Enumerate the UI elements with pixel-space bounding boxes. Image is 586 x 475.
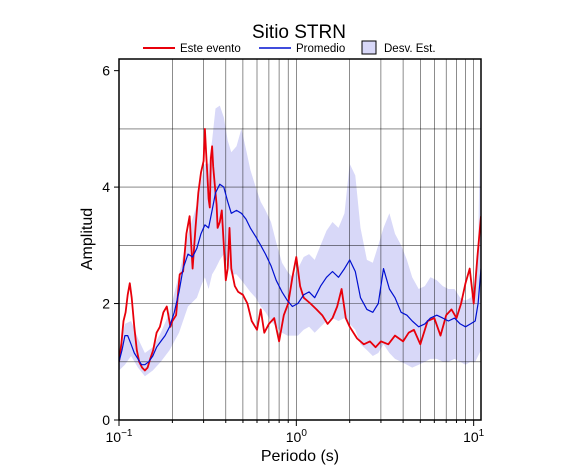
- legend-label-promedio: Promedio: [296, 43, 345, 55]
- series-line-este-evento: [119, 127, 481, 372]
- legend: Este evento Promedio Desv. Est.: [143, 40, 436, 55]
- legend-label-este-evento: Este evento: [180, 43, 241, 55]
- std-dev-band: [119, 70, 481, 377]
- legend-swatch-desv-est: [361, 40, 377, 55]
- tick-layer: 0 2 4 6 10−1 100 101: [102, 63, 484, 445]
- x-tick-label: 100: [286, 428, 308, 445]
- y-tick-label: 2: [102, 296, 110, 312]
- y-axis-label: Amplitud: [79, 208, 96, 270]
- chart-title: Sitio STRN: [252, 22, 346, 43]
- series-line-promedio: [119, 183, 481, 366]
- x-axis-label: Periodo (s): [261, 448, 339, 465]
- plot-frame: [118, 58, 482, 421]
- grid-layer: [119, 59, 481, 420]
- y-tick-label: 4: [102, 179, 110, 195]
- std-dev-band-layer: [119, 70, 481, 377]
- series-layer: [119, 127, 481, 372]
- legend-label-desv-est: Desv. Est.: [384, 43, 436, 55]
- y-tick-label: 6: [102, 63, 110, 79]
- y-tick-label: 0: [102, 412, 110, 428]
- x-tick-label: 101: [463, 428, 485, 445]
- x-tick-label: 10−1: [106, 428, 133, 445]
